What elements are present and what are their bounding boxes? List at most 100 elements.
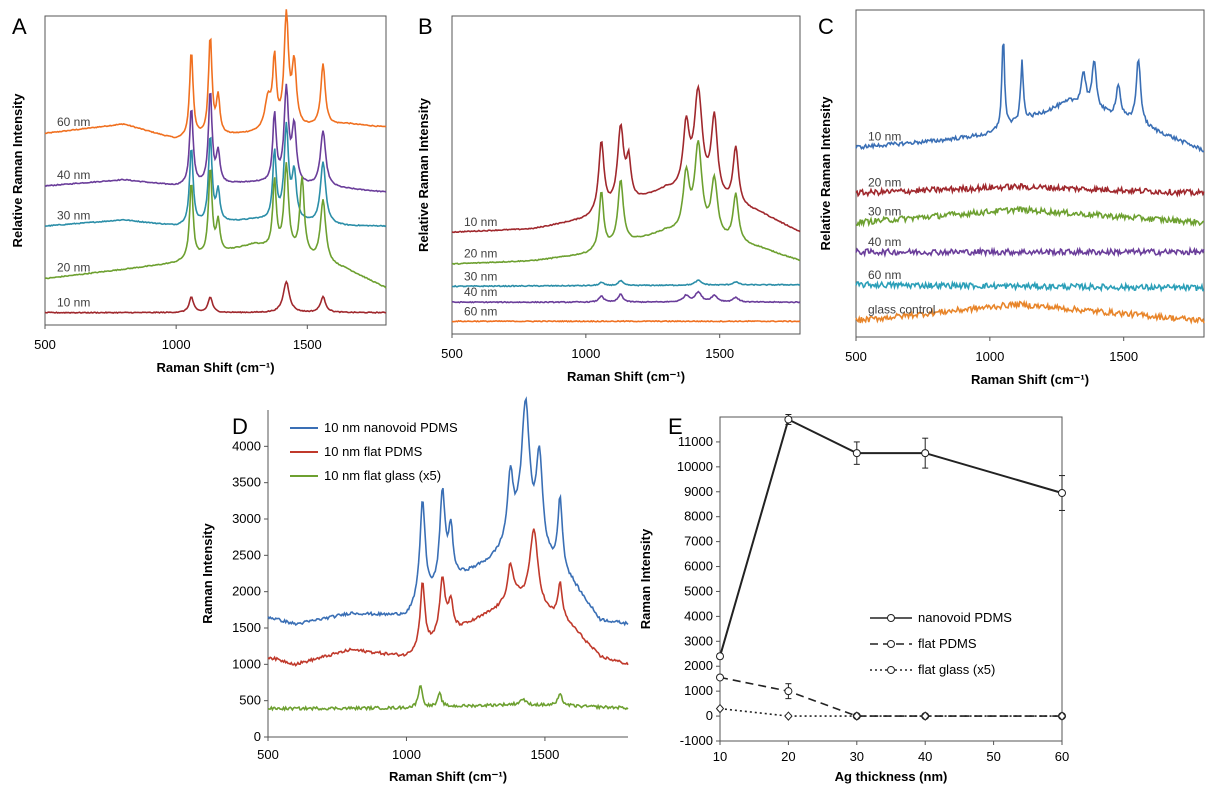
y-tick-label: 3000 [684,633,713,648]
y-tick-label: 9000 [684,484,713,499]
x-tick-label: 40 [918,749,932,764]
legend-marker [887,614,895,622]
y-axis-label: Relative Raman Intensity [10,93,25,248]
y-tick-label: 7000 [684,534,713,549]
y-axis-label: Relative Raman Intensity [818,96,833,251]
x-axis-label: Raman Shift (cm⁻¹) [156,360,274,375]
series-line [855,280,1205,293]
panel-e: -1000 0 1000 2000 3000 4000 5000 6000 7000 8000 90… [638,414,1069,784]
series-label: 10 nm [464,215,497,229]
series-line [855,246,1205,258]
plot-frame [719,416,1063,742]
panel-b: 500 1000 1500 Raman Shift (cm⁻¹) Relative Ra… [416,15,801,384]
series-line [855,182,1205,198]
series-line [267,685,629,712]
data-point [715,703,725,714]
data-point [784,415,793,424]
data-point [716,652,724,661]
x-axis-label: Raman Shift (cm⁻¹) [971,372,1089,387]
y-tick-label: 0 [254,729,261,744]
series-label: 10 nm [57,296,90,310]
x-tick-label: 10 [713,749,727,764]
y-tick-label: 500 [239,693,261,708]
panel-e-letter: E [668,414,683,439]
y-tick-label: 11000 [678,434,713,449]
x-tick-label: 1000 [162,337,191,352]
y-tick-label: 0 [706,708,713,723]
x-tick-label: 500 [845,349,867,364]
x-tick-label: 500 [257,747,279,762]
data-point [784,687,793,696]
series-label: 40 nm [868,235,901,249]
y-tick-label: 4000 [684,608,713,623]
x-axis-label: Raman Shift (cm⁻¹) [567,369,685,384]
x-tick-label: 1000 [975,349,1004,364]
y-tick-label: 2500 [232,547,261,562]
x-tick-label: 1500 [293,337,322,352]
series-line [855,43,1205,153]
series-line [719,707,1062,717]
y-axis-label: Relative Raman Intensity [416,97,431,252]
series-line [267,528,629,667]
x-tick-label: 20 [781,749,795,764]
series-line [44,162,387,289]
legend-label: flat PDMS [918,636,977,651]
legend-label: 10 nm nanovoid PDMS [324,420,458,435]
series-line [855,204,1205,228]
y-tick-label: 1000 [684,683,713,698]
data-point [921,711,930,721]
panel-a-letter: A [12,14,27,39]
series-label: 40 nm [57,168,90,182]
series-line [719,676,1062,717]
y-axis-label: Raman Intensity [200,523,215,624]
data-point [921,449,930,458]
series-line [451,279,800,288]
legend-marker [887,666,895,674]
y-tick-label: 6000 [684,559,713,574]
series-label: 30 nm [464,269,497,283]
y-tick-label: 1500 [232,620,261,635]
legend-label: 10 nm flat glass (x5) [324,468,441,483]
plot-frame [855,9,1205,338]
panel-c: 500 1000 1500 Raman Shift (cm⁻¹) Relative Ra… [818,9,1205,387]
series-line [452,290,801,304]
x-tick-label: 1000 [571,346,600,361]
series-label: 30 nm [57,208,90,222]
x-tick-label: 1000 [392,747,421,762]
series-line [451,83,801,234]
y-axis-label: Raman Intensity [638,528,653,629]
y-tick-label: 1000 [232,656,261,671]
series-label: 10 nm [868,129,901,143]
y-tick-label: 8000 [684,509,713,524]
y-tick-label: 3500 [232,475,261,490]
data-point [1057,711,1067,721]
legend-label: flat glass (x5) [918,662,995,677]
y-tick-label: 3000 [232,511,261,526]
legend-marker [887,640,895,648]
panel-c-letter: C [818,14,834,39]
x-tick-label: 50 [986,749,1000,764]
x-tick-label: 30 [850,749,864,764]
legend-label: nanovoid PDMS [918,610,1012,625]
x-axis-label: Ag thickness (nm) [835,769,948,784]
plot-frame [44,15,387,326]
y-tick-label: 4000 [232,438,261,453]
series-line [44,83,387,193]
y-tick-label: -1000 [680,733,713,748]
y-tick-label: 5000 [684,583,713,598]
x-tick-label: 1500 [705,346,734,361]
series-line [44,280,387,315]
y-tick-label: 2000 [684,658,713,673]
series-line [267,396,629,627]
series-label: 20 nm [57,260,90,274]
y-tick-label: 2000 [232,584,261,599]
plot-frame [451,15,801,335]
data-point [716,673,724,682]
data-point [1058,489,1066,498]
data-point [784,711,793,721]
x-axis-label: Raman Shift (cm⁻¹) [389,769,507,784]
series-label: 20 nm [868,176,901,190]
series-line [855,299,1205,325]
data-point [852,711,861,721]
